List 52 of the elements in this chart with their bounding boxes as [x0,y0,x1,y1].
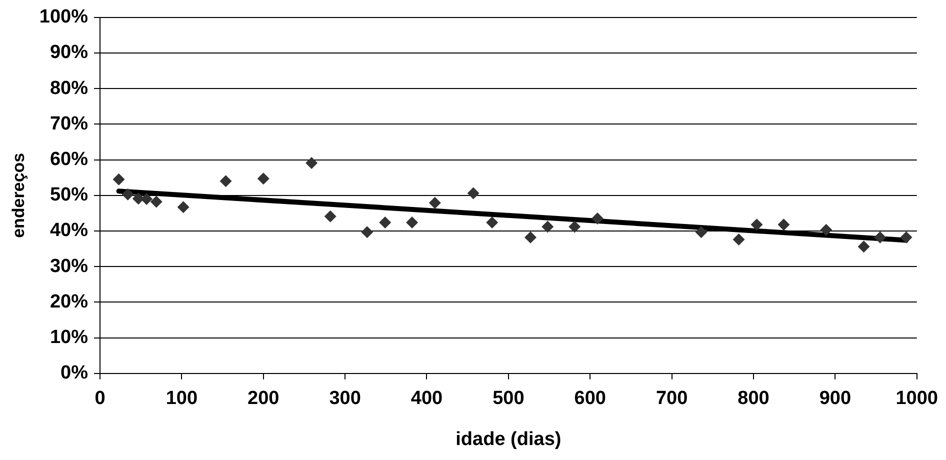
point [467,187,480,200]
x-tick-label: 900 [819,388,852,410]
x-tick-label: 1000 [896,388,938,410]
point [122,188,134,200]
x-tick-label: 400 [410,388,443,410]
point [428,196,441,209]
y-tick-label: 0% [60,362,88,384]
x-tick-label: 100 [166,388,198,410]
y-tick-label: 40% [50,220,88,242]
y-tick-label: 20% [50,291,88,312]
y-axis-title: endereços [8,152,28,238]
point [324,210,336,222]
y-tick-label: 10% [50,327,88,348]
point [750,218,763,231]
point [177,201,190,214]
x-tick-label: 500 [492,388,524,410]
point [524,231,536,244]
y-tick-label: 90% [50,42,88,64]
point [486,216,498,228]
point [361,226,374,238]
point [257,172,270,185]
x-tick-label: 600 [574,388,606,410]
point [820,224,832,236]
point [132,192,144,205]
point [874,231,886,244]
point [732,234,745,246]
x-axis-title: idade (dias) [456,428,562,450]
point [568,220,581,233]
y-tick-label: 60% [50,149,88,170]
point [379,216,392,228]
y-tick-label: 70% [50,113,88,134]
x-tick-label: 800 [738,388,770,410]
point [542,220,554,233]
x-tick-label: 0 [94,388,106,410]
x-tick-label: 300 [329,388,361,410]
point [306,157,318,170]
point [858,240,870,253]
y-tick-label: 80% [50,78,88,99]
point [220,175,232,188]
x-tick-label: 700 [656,388,688,410]
y-tick-label: 50% [50,184,88,206]
point [112,173,125,186]
point [778,218,790,231]
point [591,212,604,225]
point [900,231,912,244]
y-tick-label: 30% [50,256,88,277]
y-tick-label: 100% [39,6,88,28]
point [695,226,708,238]
point [406,216,418,228]
point [150,196,162,208]
x-tick-label: 200 [248,388,280,410]
point [140,192,153,205]
